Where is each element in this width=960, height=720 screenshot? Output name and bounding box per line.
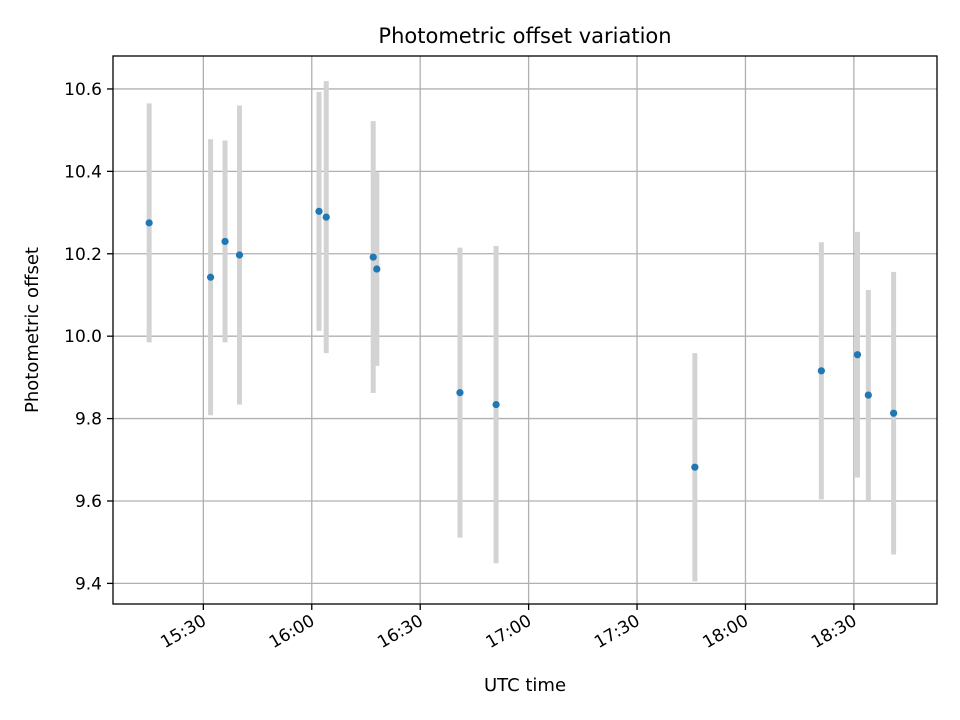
data-point [369,253,377,261]
y-tick-label: 9.8 [75,410,102,430]
y-tick-label: 9.6 [75,492,102,512]
data-point [817,367,825,375]
data-point [890,409,898,417]
chart-title: Photometric offset variation [378,24,671,48]
grid-lines [113,56,937,604]
data-point [235,251,244,259]
data-point [322,213,330,221]
y-tick-label: 10.6 [64,80,102,100]
data-point [691,463,699,471]
y-tick-label: 10.2 [64,245,102,265]
data-point [221,237,229,246]
plot-frame [112,55,938,605]
y-tick-label: 9.4 [75,574,102,594]
y-axis-title: Photometric offset [22,247,43,413]
data-point [853,351,862,359]
data-point [373,265,381,273]
x-axis-title: UTC time [484,675,566,696]
data-point [315,207,323,215]
data-point [864,391,872,399]
data-points [145,207,898,471]
y-tick-label: 10.4 [64,162,102,182]
y-axis-ticks: 9.4 9.6 9.8 10.0 10.2 10.4 10.6 [64,80,113,594]
data-point [206,273,215,281]
data-point [456,389,464,397]
data-point [492,400,500,409]
data-point [145,219,153,227]
y-tick-label: 10.0 [64,327,102,347]
